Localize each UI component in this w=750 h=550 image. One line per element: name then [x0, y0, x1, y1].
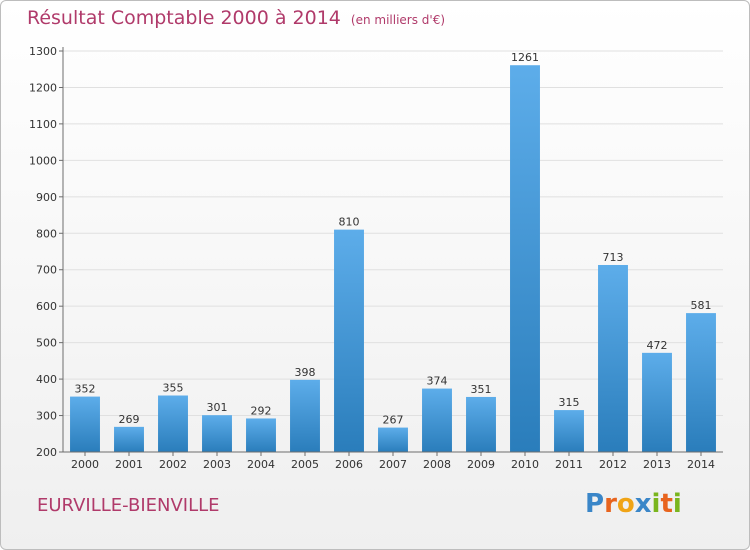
- x-tick-label: 2007: [379, 458, 407, 471]
- y-tick-label: 800: [36, 227, 57, 240]
- bar: [334, 229, 364, 452]
- bar: [246, 418, 276, 452]
- value-label: 581: [691, 299, 712, 312]
- y-tick-label: 1200: [29, 81, 57, 94]
- y-tick-label: 1100: [29, 118, 57, 131]
- bar: [202, 415, 232, 452]
- logo-letter: P: [585, 489, 605, 519]
- chart-title-text: Résultat Comptable 2000 à 2014: [27, 7, 341, 29]
- value-label: 352: [75, 383, 96, 396]
- x-tick-label: 2011: [555, 458, 583, 471]
- y-tick-label: 400: [36, 373, 57, 386]
- bar: [598, 264, 628, 452]
- y-tick-label: 300: [36, 410, 57, 423]
- x-tick-label: 2004: [247, 458, 275, 471]
- labels: 200 300 400 500 600 700 800 900 1000 1100 1200 1300…: [29, 45, 715, 471]
- proxiti-logo: Proxiti: [585, 489, 682, 519]
- value-label: 713: [603, 251, 624, 264]
- value-label: 351: [471, 383, 492, 396]
- x-tick-label: 2008: [423, 458, 451, 471]
- bar: [70, 396, 100, 452]
- value-label: 301: [207, 401, 228, 414]
- logo-letter: i: [651, 489, 661, 519]
- value-label: 1261: [511, 51, 539, 64]
- x-tick-label: 2013: [643, 458, 671, 471]
- y-tick-label: 600: [36, 300, 57, 313]
- bar: [642, 352, 672, 452]
- bar: [510, 65, 540, 452]
- value-label: 267: [383, 414, 404, 427]
- y-tick-label: 200: [36, 446, 57, 459]
- bar: [114, 426, 144, 452]
- x-tick-label: 2006: [335, 458, 363, 471]
- bar: [290, 379, 320, 452]
- x-tick-label: 2009: [467, 458, 495, 471]
- value-label: 355: [163, 381, 184, 394]
- y-tick-label: 1000: [29, 154, 57, 167]
- x-tick-label: 2000: [71, 458, 99, 471]
- bars: [70, 65, 716, 452]
- bar: [158, 395, 188, 452]
- bar: [466, 396, 496, 452]
- chart-subtitle: (en milliers d'€): [350, 13, 446, 27]
- y-tick-label: 1300: [29, 45, 57, 58]
- value-label: 292: [251, 404, 272, 417]
- x-tick-label: 2012: [599, 458, 627, 471]
- value-label: 398: [295, 366, 316, 379]
- x-tick-label: 2014: [687, 458, 715, 471]
- x-tick-label: 2010: [511, 458, 539, 471]
- bar: [554, 410, 584, 452]
- value-label: 374: [427, 375, 448, 388]
- y-tick-label: 700: [36, 264, 57, 277]
- value-label: 472: [647, 339, 668, 352]
- bar: [686, 313, 716, 452]
- y-tick-label: 900: [36, 191, 57, 204]
- x-tick-label: 2002: [159, 458, 187, 471]
- x-tick-label: 2001: [115, 458, 143, 471]
- x-tick-label: 2005: [291, 458, 319, 471]
- logo-letter: i: [672, 489, 682, 519]
- value-label: 269: [119, 413, 140, 426]
- logo-letter: t: [660, 489, 673, 519]
- place-name: EURVILLE-BIENVILLE: [37, 495, 220, 516]
- bar: [378, 427, 408, 452]
- chart-title: Résultat Comptable 2000 à 2014 (en millie…: [27, 7, 445, 29]
- x-tick-label: 2003: [203, 458, 231, 471]
- value-label: 315: [559, 396, 580, 409]
- logo-letter: r: [604, 489, 617, 519]
- logo-letter: o: [616, 489, 635, 519]
- logo-letter: x: [634, 489, 652, 519]
- y-tick-label: 500: [36, 337, 57, 350]
- bar: [422, 388, 452, 452]
- value-label: 810: [339, 216, 360, 229]
- axes: [59, 47, 723, 456]
